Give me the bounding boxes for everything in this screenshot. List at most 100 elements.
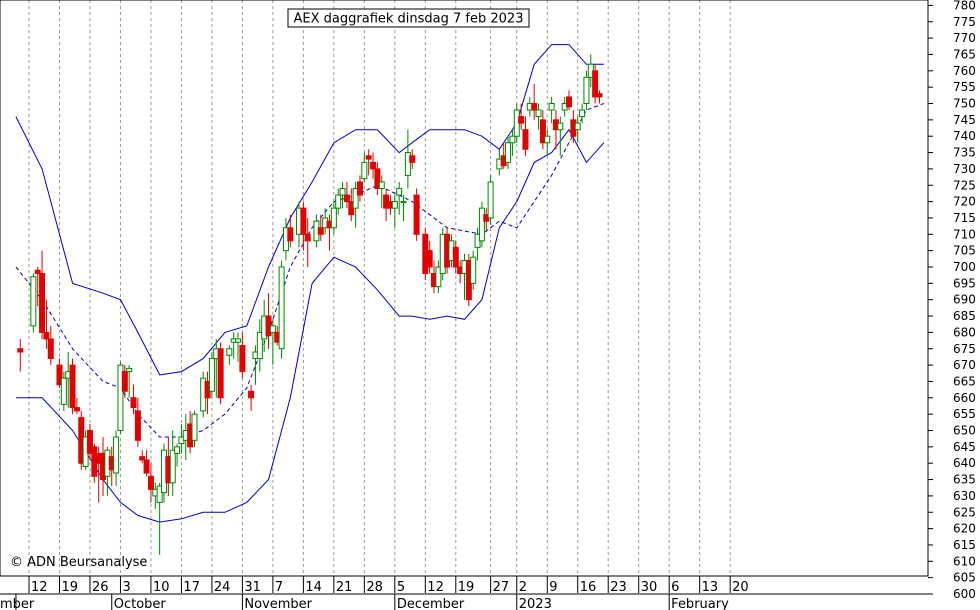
candle-body — [557, 122, 564, 131]
candle-body — [596, 93, 603, 98]
y-tick-label: 610 — [953, 554, 976, 568]
candle-down — [409, 149, 416, 169]
candle-body — [365, 155, 372, 160]
y-tick-label: 655 — [953, 407, 976, 421]
candle-body — [126, 367, 133, 373]
candle-body — [139, 456, 146, 461]
candle-down — [300, 201, 307, 251]
candle-body — [452, 246, 459, 268]
x-tick-label: 16 — [580, 580, 597, 595]
candle-down — [518, 103, 525, 130]
candle-down — [566, 90, 573, 111]
candle-body — [343, 194, 350, 203]
candle-body — [117, 364, 124, 432]
y-tick-label: 720 — [953, 195, 976, 209]
candle-body — [235, 338, 242, 343]
candle-up — [378, 175, 385, 209]
x-axis: 12 19 26 3 10 17 24 31 7 14 21 28 5 12 19 27 2 9 16 23 30 6 13… — [0, 575, 928, 595]
month-label: February — [671, 597, 729, 610]
candle-up — [505, 136, 512, 169]
candle-down — [248, 384, 255, 411]
candle-down — [304, 217, 311, 267]
candle-up — [60, 371, 67, 411]
x-tick-label: 6 — [671, 580, 679, 595]
candle-up — [208, 352, 215, 398]
candle-up — [583, 70, 590, 111]
x-tick-label: 14 — [305, 580, 322, 595]
candle-body — [113, 436, 120, 474]
candle-body — [269, 325, 276, 333]
candle-body — [156, 485, 163, 503]
y-tick-label: 740 — [953, 129, 976, 143]
y-tick-label: 725 — [953, 178, 976, 192]
candle-body — [217, 348, 224, 399]
candle-body — [278, 266, 285, 350]
candle-body — [208, 358, 215, 392]
x-tick-label: 23 — [610, 580, 627, 595]
y-tick-label: 780 — [953, 0, 976, 12]
candle-down — [217, 342, 224, 405]
x-tick-label: 12 — [427, 580, 444, 595]
x-tick-label: 12 — [31, 580, 48, 595]
copyright-label: © ADN Beursanalyse — [10, 555, 147, 570]
y-tick-label: 690 — [953, 293, 976, 307]
candle-up — [235, 332, 242, 362]
candle-down — [522, 116, 529, 156]
y-tick-label: 640 — [953, 456, 976, 470]
x-tick-label: 27 — [493, 580, 510, 595]
grid-lines — [28, 0, 731, 576]
y-tick-label: 770 — [953, 31, 976, 45]
candle-down — [317, 214, 324, 241]
x-tick-label: 21 — [336, 580, 353, 595]
candle-body — [531, 103, 538, 111]
candle-down — [365, 149, 372, 176]
candle-body — [487, 181, 494, 219]
candle-body — [226, 348, 233, 356]
candle-body — [143, 459, 150, 474]
candle-up — [113, 430, 120, 487]
candle-body — [478, 207, 485, 242]
candle-down — [596, 90, 603, 104]
candle-body — [304, 233, 311, 242]
x-tick-label: 9 — [549, 580, 557, 595]
candle-body — [583, 76, 590, 104]
candle-body — [256, 331, 263, 360]
y-tick-label: 760 — [953, 64, 976, 78]
x-tick-label: 19 — [61, 580, 78, 595]
y-tick-label: 705 — [953, 244, 976, 258]
middle-band-line — [15, 103, 605, 438]
y-tick-label: 750 — [953, 97, 976, 111]
y-tick-label: 600 — [953, 587, 976, 601]
y-tick-label: 670 — [953, 358, 976, 372]
candle-down — [343, 181, 350, 209]
candle-body — [134, 410, 141, 441]
candle-up — [361, 152, 368, 182]
candle-down — [239, 332, 246, 379]
candle-body — [330, 207, 337, 229]
y-tick-label: 605 — [953, 571, 976, 585]
month-label: November — [244, 597, 312, 610]
y-tick-label: 695 — [953, 276, 976, 290]
candle-body — [505, 142, 512, 163]
candle-body — [522, 129, 529, 150]
candle-body — [352, 188, 359, 209]
candle-down — [143, 450, 150, 477]
month-label: mber — [0, 597, 35, 610]
candle-up — [269, 319, 276, 366]
candle-up — [191, 410, 198, 447]
y-tick-label: 615 — [953, 538, 976, 552]
candle-up — [509, 129, 516, 156]
candle-body — [39, 273, 46, 333]
candle-down — [356, 175, 363, 202]
candle-body — [400, 201, 407, 204]
candle-up — [435, 260, 442, 294]
candle-down — [86, 423, 93, 460]
candle-body — [509, 135, 516, 144]
candle-down — [370, 152, 377, 179]
candle-body — [539, 119, 546, 144]
candle-down — [43, 299, 50, 349]
candle-body — [56, 364, 63, 386]
x-tick-label: 3 — [122, 580, 130, 595]
y-axis: 600 605 610 615 620 625 630 635 640 645 650 655 660 6… — [928, 0, 976, 601]
